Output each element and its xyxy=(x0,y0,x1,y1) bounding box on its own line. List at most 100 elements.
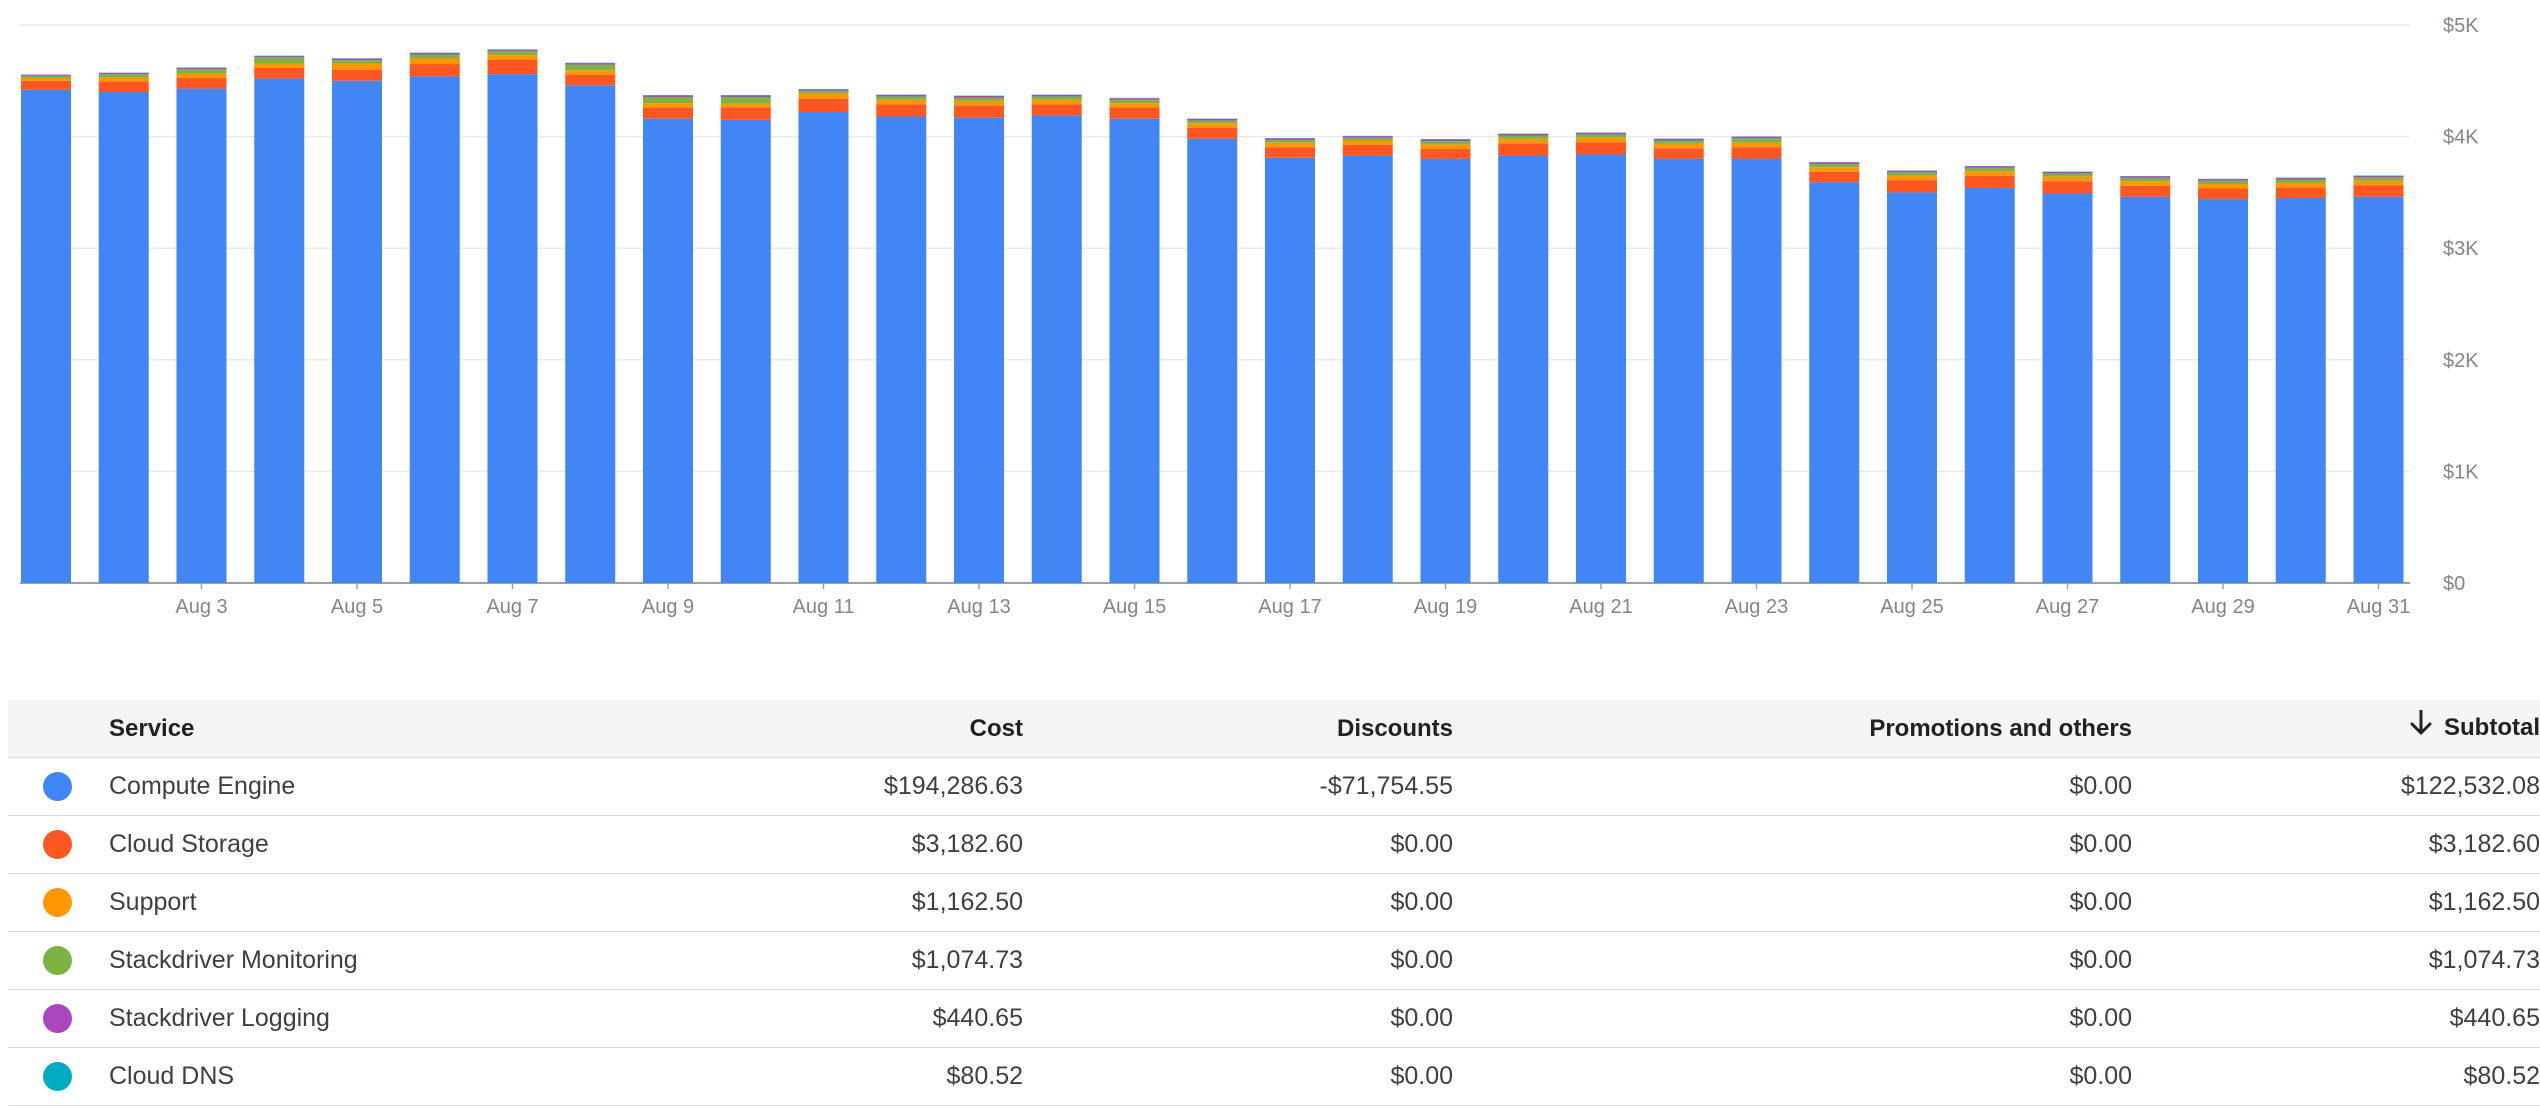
bar-segment[interactable] xyxy=(876,104,926,116)
discounts-header[interactable]: Discounts xyxy=(1023,700,1453,758)
bar-segment[interactable] xyxy=(799,91,849,94)
bar-segment[interactable] xyxy=(1809,162,1859,164)
bar-segment[interactable] xyxy=(177,89,227,583)
bar-segment[interactable] xyxy=(21,76,71,78)
bar-segment[interactable] xyxy=(99,81,149,92)
bar-segment[interactable] xyxy=(332,81,382,583)
bar-segment[interactable] xyxy=(565,63,615,65)
bar-segment[interactable] xyxy=(721,120,771,583)
bar-segment[interactable] xyxy=(565,70,615,74)
bar-segment[interactable] xyxy=(2043,173,2093,176)
bar-segment[interactable] xyxy=(1732,138,1782,142)
bar-segment[interactable] xyxy=(1343,156,1393,583)
bar-segment[interactable] xyxy=(2043,177,2093,181)
bar-segment[interactable] xyxy=(488,60,538,75)
bar-segment[interactable] xyxy=(1576,133,1626,135)
bar-segment[interactable] xyxy=(332,60,382,63)
bar-segment[interactable] xyxy=(876,95,926,97)
bar-segment[interactable] xyxy=(2043,194,2093,583)
bar-segment[interactable] xyxy=(1732,137,1782,139)
bar-segment[interactable] xyxy=(1887,192,1937,583)
bar-segment[interactable] xyxy=(2354,181,2404,185)
bar-segment[interactable] xyxy=(1654,139,1704,141)
bar-segment[interactable] xyxy=(954,96,1004,98)
bar-segment[interactable] xyxy=(1809,167,1859,171)
bar-segment[interactable] xyxy=(799,99,849,112)
bar-segment[interactable] xyxy=(1732,159,1782,583)
bar-segment[interactable] xyxy=(99,92,149,583)
bar-segment[interactable] xyxy=(2198,188,2248,199)
bar-segment[interactable] xyxy=(1032,115,1082,583)
bar-segment[interactable] xyxy=(99,74,149,77)
bar-segment[interactable] xyxy=(21,75,71,76)
table-row[interactable]: Stackdriver Monitoring$1,074.73$0.00$0.0… xyxy=(8,932,2540,990)
bar-segment[interactable] xyxy=(1498,139,1548,143)
bar-segment[interactable] xyxy=(1421,149,1471,159)
bar-segment[interactable] xyxy=(2120,178,2170,181)
bar-segment[interactable] xyxy=(1887,171,1937,173)
promotions-header[interactable]: Promotions and others xyxy=(1453,700,2132,758)
bar-segment[interactable] xyxy=(954,101,1004,105)
bar-segment[interactable] xyxy=(954,98,1004,101)
bar-segment[interactable] xyxy=(1110,100,1160,103)
bar-segment[interactable] xyxy=(1809,172,1859,183)
bar-segment[interactable] xyxy=(21,90,71,583)
bar-segment[interactable] xyxy=(1421,159,1471,583)
table-row[interactable]: Stackdriver Logging$440.65$0.00$0.00$440… xyxy=(8,990,2540,1048)
bar-segment[interactable] xyxy=(177,74,227,78)
bar-segment[interactable] xyxy=(177,68,227,69)
bar-segment[interactable] xyxy=(488,74,538,583)
bar-segment[interactable] xyxy=(565,65,615,71)
bar-segment[interactable] xyxy=(410,64,460,76)
bar-segment[interactable] xyxy=(2276,187,2326,198)
bar-segment[interactable] xyxy=(2043,181,2093,193)
cost-header[interactable]: Cost xyxy=(629,700,1023,758)
bar-segment[interactable] xyxy=(1265,140,1315,143)
bar-segment[interactable] xyxy=(2198,181,2248,184)
bar-segment[interactable] xyxy=(1421,144,1471,148)
bar-segment[interactable] xyxy=(643,103,693,107)
bar-segment[interactable] xyxy=(721,104,771,108)
bar-segment[interactable] xyxy=(2354,177,2404,180)
bar-segment[interactable] xyxy=(177,69,227,73)
bar-segment[interactable] xyxy=(2198,179,2248,181)
bar-segment[interactable] xyxy=(799,89,849,91)
bar-segment[interactable] xyxy=(1265,147,1315,158)
bar-segment[interactable] xyxy=(2120,176,2170,178)
bar-segment[interactable] xyxy=(643,95,693,97)
bar-segment[interactable] xyxy=(721,97,771,104)
bar-segment[interactable] xyxy=(1498,156,1548,583)
bar-segment[interactable] xyxy=(1732,143,1782,147)
bar-segment[interactable] xyxy=(1654,159,1704,583)
bar-segment[interactable] xyxy=(2354,185,2404,197)
bar-segment[interactable] xyxy=(410,53,460,55)
bar-segment[interactable] xyxy=(2276,198,2326,583)
bar-segment[interactable] xyxy=(2198,184,2248,188)
bar-segment[interactable] xyxy=(254,56,304,57)
bar-segment[interactable] xyxy=(1343,138,1393,141)
bar-segment[interactable] xyxy=(332,64,382,70)
bar-segment[interactable] xyxy=(643,97,693,103)
bar-segment[interactable] xyxy=(1965,166,2015,168)
bar-segment[interactable] xyxy=(1965,188,2015,583)
bar-segment[interactable] xyxy=(1187,120,1237,123)
bar-segment[interactable] xyxy=(2354,176,2404,178)
bar-segment[interactable] xyxy=(1187,119,1237,121)
bar-segment[interactable] xyxy=(410,55,460,59)
bar-segment[interactable] xyxy=(1576,154,1626,583)
bar-segment[interactable] xyxy=(643,119,693,583)
bar-segment[interactable] xyxy=(1265,138,1315,140)
bar-segment[interactable] xyxy=(1343,141,1393,145)
bar-segment[interactable] xyxy=(1498,135,1548,138)
bar-segment[interactable] xyxy=(876,100,926,104)
bar-segment[interactable] xyxy=(2120,197,2170,583)
bar-segment[interactable] xyxy=(1032,100,1082,104)
bar-segment[interactable] xyxy=(488,50,538,52)
bar-segment[interactable] xyxy=(1965,176,2015,188)
subtotal-header[interactable]: Subtotal xyxy=(2132,700,2540,758)
bar-segment[interactable] xyxy=(1732,147,1782,159)
bar-segment[interactable] xyxy=(488,55,538,59)
bar-segment[interactable] xyxy=(954,105,1004,117)
bar-segment[interactable] xyxy=(1265,158,1315,583)
bar-segment[interactable] xyxy=(1421,141,1471,144)
